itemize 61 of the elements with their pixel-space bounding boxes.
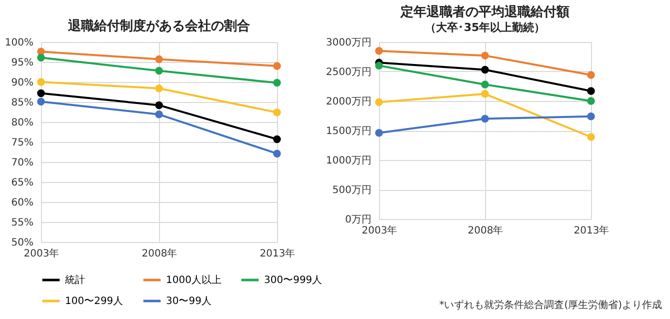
point: [587, 133, 595, 141]
y-tick-label: 2500万円: [326, 67, 372, 78]
point: [37, 54, 45, 62]
chart-subtitle: （大卒･35年以上勤続）: [424, 21, 546, 34]
text: *いずれも就労条件総合調査(厚生労働省)より作成: [439, 298, 662, 312]
chart-title: 定年退職者の平均退職給付額: [400, 4, 570, 20]
point: [375, 62, 383, 70]
y-tick-label: 85%: [11, 98, 34, 108]
legend-label: 1000人以上: [166, 274, 222, 286]
x-tick-label: 2008年: [468, 224, 504, 236]
x-tick-label: 2013年: [574, 224, 610, 236]
point: [273, 135, 281, 144]
point: [587, 71, 595, 79]
point: [375, 46, 383, 55]
x-tick-label: 2008年: [142, 248, 178, 260]
point: [375, 98, 383, 106]
legend-label: 統計: [65, 274, 85, 286]
point: [481, 66, 489, 74]
y-tick-label: 1500万円: [326, 126, 372, 137]
point: [273, 62, 281, 70]
y-tick-label: 80%: [11, 118, 34, 128]
y-tick-label: 60%: [11, 198, 34, 208]
legend-label: 300〜999人: [264, 275, 322, 286]
y-tick-label: 55%: [11, 218, 34, 228]
point: [155, 101, 163, 110]
point: [155, 55, 163, 64]
y-tick-label: 70%: [11, 158, 34, 168]
y-tick-label: 500万円: [332, 185, 372, 196]
point: [587, 87, 595, 95]
y-tick-label: 75%: [11, 138, 34, 148]
point: [273, 150, 281, 158]
y-tick-label: 100%: [4, 38, 34, 48]
point: [481, 80, 489, 88]
x-tick-label: 2013年: [260, 248, 296, 260]
point: [481, 52, 489, 60]
point: [155, 66, 163, 75]
x-tick-label: 2003年: [24, 248, 60, 260]
point: [155, 110, 163, 118]
x-tick-label: 2003年: [362, 224, 398, 236]
legend-label: 100〜299人: [65, 296, 124, 307]
point: [273, 108, 281, 116]
point: [273, 78, 281, 87]
point: [37, 89, 45, 98]
point: [587, 97, 595, 105]
point: [481, 114, 489, 123]
y-tick-label: 90%: [11, 78, 34, 88]
y-tick-label: 65%: [11, 178, 34, 188]
chart-title: 退職給付制度がある会社の割合: [67, 18, 250, 34]
y-tick-label: 1000万円: [326, 156, 372, 166]
y-tick-label: 95%: [11, 58, 34, 68]
point: [37, 78, 45, 86]
legend-label: 30〜99人: [166, 296, 212, 307]
y-tick-label: 0万円: [345, 214, 372, 226]
y-tick-label: 2000万円: [326, 96, 372, 108]
y-tick-label: 50%: [11, 238, 34, 248]
point: [587, 112, 595, 120]
point: [375, 128, 383, 137]
y-tick-label: 3000万円: [326, 38, 372, 48]
point: [481, 90, 489, 98]
point: [155, 84, 163, 92]
point: [37, 98, 45, 106]
